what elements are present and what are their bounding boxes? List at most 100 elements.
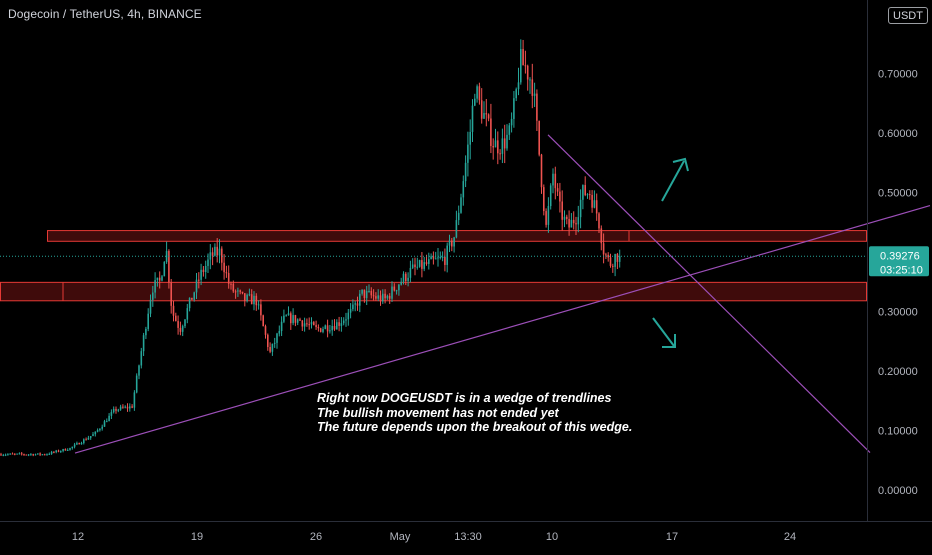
candle-countdown: 03:25:10 — [880, 264, 923, 276]
candle-body — [96, 430, 99, 432]
resistance-trendline[interactable] — [547, 134, 871, 453]
candle-body — [483, 113, 485, 119]
candle-body — [411, 264, 414, 268]
candle-body — [485, 113, 488, 115]
candle-body — [579, 199, 582, 218]
candle-body — [409, 267, 412, 278]
candle-body — [400, 281, 402, 285]
candle-body — [492, 145, 494, 148]
projection-arrows[interactable] — [652, 157, 689, 348]
candle-body — [425, 262, 428, 264]
candle-body — [441, 256, 444, 258]
candle-body — [122, 406, 124, 408]
time-axis[interactable]: 12 19 26 May 13:30 10 17 24 — [0, 521, 932, 544]
candle-body — [154, 280, 156, 293]
candle-body — [591, 194, 593, 208]
candle-body — [434, 258, 437, 260]
candle-body — [126, 406, 129, 409]
candle-body — [487, 114, 490, 119]
candle-body — [55, 450, 57, 453]
x-tick-label: 10 — [546, 531, 558, 543]
candle-body — [83, 439, 85, 444]
candle-body — [418, 260, 421, 267]
candle-body — [296, 319, 299, 323]
candle-body — [14, 453, 16, 455]
candle-body — [405, 273, 407, 282]
candle-body — [315, 325, 317, 328]
candle-body — [451, 240, 453, 247]
candle-body — [152, 292, 154, 300]
candle-body — [66, 449, 69, 451]
candle-body — [543, 187, 545, 212]
candle-body — [267, 334, 269, 348]
candle-body — [388, 295, 391, 299]
bullish-arrow[interactable] — [661, 160, 685, 202]
candle-body — [60, 450, 62, 452]
candle-body — [71, 446, 74, 449]
candle-body — [566, 216, 568, 219]
bearish-arrow[interactable] — [652, 317, 675, 347]
candle-body — [232, 283, 235, 292]
y-tick-label: 0.10000 — [878, 426, 918, 438]
candle-body — [80, 443, 83, 445]
candle-body — [133, 392, 136, 408]
x-tick-label: 24 — [784, 531, 796, 543]
candle-body — [520, 49, 522, 83]
candle-body — [421, 260, 423, 269]
candle-body — [234, 291, 237, 293]
symbol-title[interactable]: Dogecoin / TetherUS, 4h, BINANCE — [8, 7, 202, 21]
candle-body — [39, 453, 41, 455]
candle-body — [260, 304, 262, 316]
candle-body — [204, 265, 207, 273]
candle-body — [138, 365, 140, 376]
trendlines[interactable] — [74, 134, 931, 454]
candle-body — [175, 315, 177, 322]
currency-selector[interactable]: USDT — [888, 7, 928, 24]
candle-body — [214, 246, 216, 256]
current-price-badge — [869, 246, 929, 277]
candle-body — [589, 194, 591, 196]
candle-body — [299, 319, 301, 321]
candle-body — [87, 437, 90, 440]
candle-body — [115, 408, 117, 411]
annotation-text-box[interactable]: Right now DOGEUSDT is in a wedge of tren… — [311, 389, 693, 437]
y-tick-label: 0.70000 — [878, 69, 918, 81]
candle-body — [471, 105, 474, 132]
candle-body — [384, 293, 386, 299]
candle-body — [595, 200, 598, 214]
candle-body — [101, 426, 103, 429]
candle-body — [99, 428, 101, 431]
candle-body — [140, 351, 143, 366]
candle-body — [246, 294, 248, 301]
candle-body — [108, 415, 110, 422]
candle-body — [331, 325, 333, 331]
candle-body — [513, 98, 515, 119]
candle-body — [501, 138, 504, 154]
candle-body — [437, 257, 439, 259]
candle-body — [533, 93, 536, 96]
candle-body — [278, 331, 281, 334]
candle-body — [89, 436, 92, 438]
candle-body — [352, 304, 354, 310]
candle-body — [145, 328, 147, 336]
candle-body — [393, 286, 396, 291]
candle-body — [531, 79, 534, 96]
zone-rect[interactable] — [0, 281, 867, 302]
candle-body — [168, 251, 170, 283]
candle-body — [432, 256, 435, 259]
candle-body — [347, 312, 350, 320]
candle-body — [559, 191, 561, 202]
candle-body — [499, 153, 501, 155]
candle-body — [241, 291, 244, 294]
candle-body — [191, 297, 193, 300]
x-tick-label: 12 — [72, 531, 84, 543]
y-tick-label: 0.30000 — [878, 307, 918, 319]
support-trendline[interactable] — [74, 205, 931, 454]
candle-body — [490, 118, 492, 146]
candle-body — [78, 443, 80, 445]
candle-body — [416, 266, 419, 268]
candle-body — [349, 309, 352, 313]
candle-body — [227, 273, 230, 284]
